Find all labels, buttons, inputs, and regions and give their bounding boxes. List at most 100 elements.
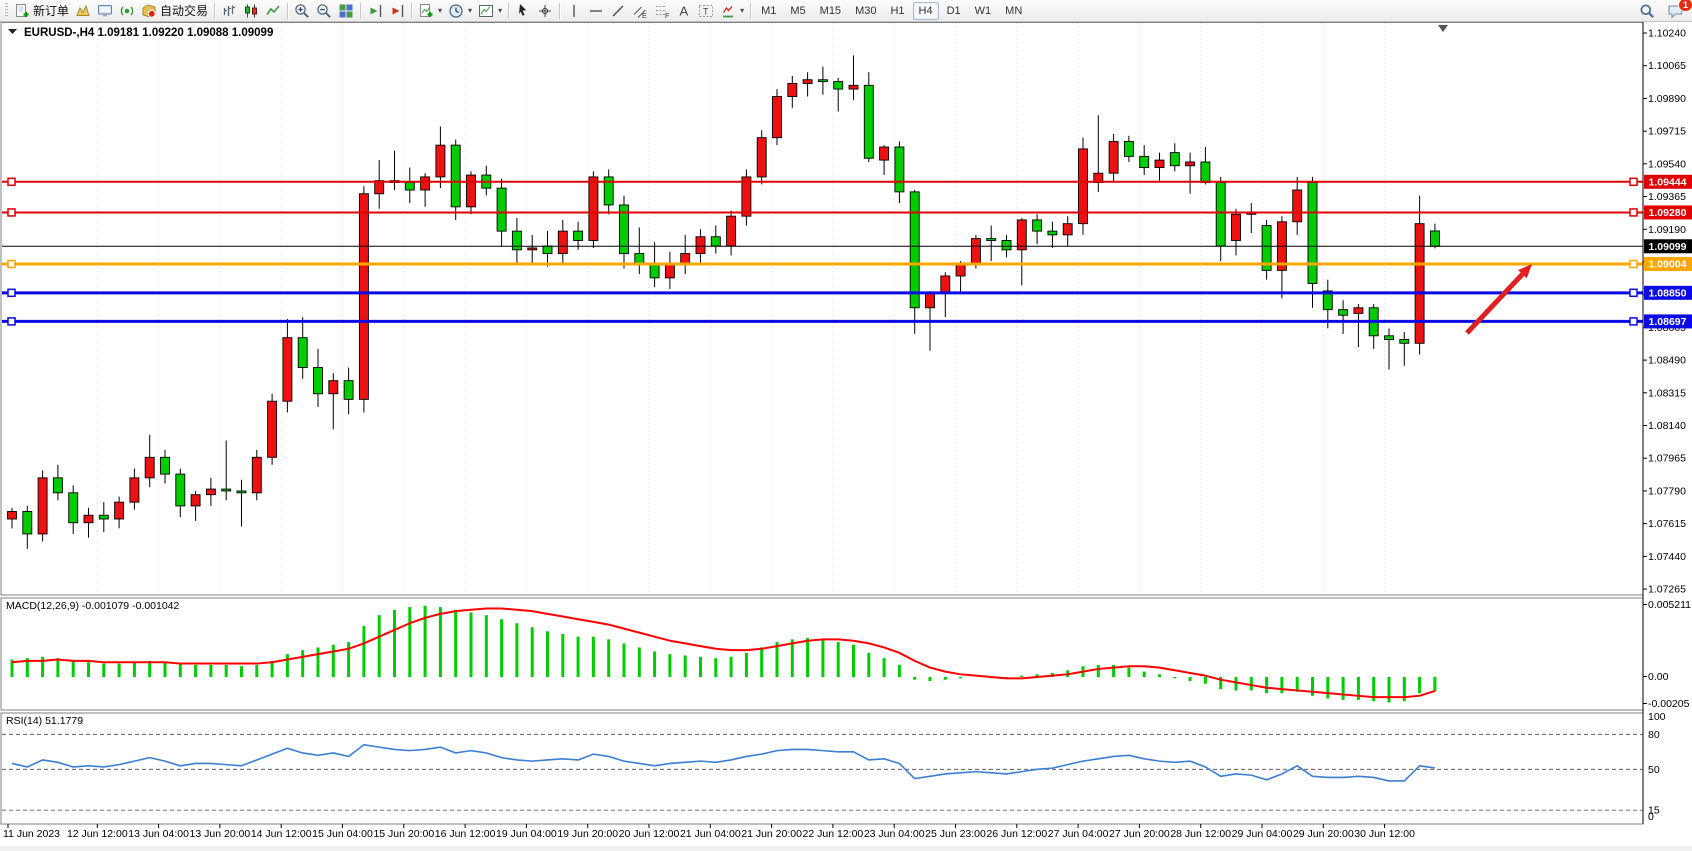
price-tick-label: 1.07265: [1648, 584, 1686, 596]
toolbar-grip: [5, 3, 8, 18]
time-tick-label: 27 Jun 04:00: [1048, 828, 1109, 840]
time-tick-label: 13 Jun 20:00: [190, 828, 251, 840]
toolbar-separator: [214, 2, 216, 19]
time-tick-label: 15 Jun 20:00: [373, 828, 434, 840]
macd-signal-line: [11, 607, 1436, 699]
price-tick-label: 1.07440: [1648, 551, 1686, 563]
price-tick-label: 1.10065: [1648, 60, 1686, 72]
new-order-button[interactable]: 新订单: [11, 1, 72, 20]
chart-shift-button[interactable]: [386, 2, 408, 20]
timeframe-m5[interactable]: M5: [790, 4, 806, 17]
timeframe-h1[interactable]: H1: [890, 4, 905, 17]
auto-scroll-button[interactable]: [364, 2, 386, 20]
macd-axis-label: 0.00: [1648, 671, 1669, 683]
toolbar-separator: [360, 2, 362, 19]
macd-panel: MACD(12,26,9) -0.001079 -0.001042 0.00521…: [6, 599, 1691, 710]
new-order-icon: [16, 3, 29, 17]
svg-text:E: E: [642, 13, 647, 19]
vertical-line-button[interactable]: [563, 2, 585, 20]
timeframe-m15[interactable]: M15: [819, 4, 842, 17]
signals-button[interactable]: [116, 2, 138, 20]
channel-icon: E: [633, 6, 647, 19]
templates-icon: [479, 4, 494, 17]
chart-shift-icon: [392, 4, 404, 17]
search-button[interactable]: [1636, 2, 1658, 20]
chart-info: EURUSD-,H4 1.09181 1.09220 1.09088 1.090…: [8, 25, 1448, 39]
timeframe-m1[interactable]: M1: [761, 4, 777, 17]
metaeditor-icon: [98, 4, 113, 16]
price-badge: 1.09004: [1649, 259, 1687, 271]
new-order-button-label: 新订单: [33, 4, 70, 18]
chevron-down-icon: ▾: [468, 6, 473, 15]
trendline-button[interactable]: [607, 2, 629, 20]
level-handle: [1629, 177, 1638, 187]
crosshair-button[interactable]: [534, 2, 556, 20]
time-tick-label: 14 Jun 12:00: [251, 828, 312, 840]
rsi-panel: RSI(14) 51.1779 100 80 50 150: [2, 711, 1666, 823]
macd-axis-label: 0.005211: [1648, 599, 1691, 611]
profiles-button[interactable]: [72, 2, 94, 20]
zoom-out-button[interactable]: [313, 2, 335, 20]
price-tick-label: 1.10240: [1648, 28, 1686, 40]
rsi-label: RSI(14) 51.1779: [6, 715, 83, 727]
level-handle: [1629, 259, 1638, 269]
horizontal-line-button[interactable]: [585, 2, 607, 20]
time-tick-label: 21 Jun 04:00: [680, 828, 741, 840]
arrows-button[interactable]: ▾: [717, 2, 747, 20]
auto-scroll-icon: [370, 4, 382, 17]
cursor-button[interactable]: [512, 2, 534, 20]
annotation-arrow: [1465, 264, 1532, 335]
timeframe-w1[interactable]: W1: [974, 4, 992, 17]
price-badge: 1.09444: [1649, 176, 1687, 188]
metaeditor-button[interactable]: [94, 2, 116, 20]
level-handle: [1629, 317, 1638, 326]
price-tick-label: 1.09890: [1648, 93, 1686, 105]
rsi-axis-label: 50: [1648, 764, 1660, 776]
text-label-button[interactable]: T: [695, 2, 717, 20]
line-chart-icon: [266, 4, 280, 15]
price-tick-label: 1.09190: [1648, 224, 1686, 236]
line-chart-button[interactable]: [262, 2, 284, 20]
time-tick-label: 28 Jun 12:00: [1170, 828, 1231, 840]
indicators-icon: [420, 3, 433, 17]
tile-windows-button[interactable]: [335, 2, 357, 20]
chart-shift-marker: [1438, 25, 1448, 32]
time-tick-label: 13 Jun 04:00: [128, 828, 189, 840]
text-label-icon: T: [699, 4, 714, 17]
price-badge: 1.09280: [1649, 207, 1687, 219]
timeframe-h4[interactable]: H4: [912, 1, 939, 20]
periods-icon: [449, 3, 463, 18]
profiles-icon: [76, 4, 90, 16]
notifications-button[interactable]: 1: [1664, 0, 1692, 20]
svg-text:A: A: [680, 3, 689, 18]
notification-badge: 1: [1677, 0, 1692, 12]
time-tick-label: 21 Jun 20:00: [741, 828, 802, 840]
signals-icon: [120, 6, 134, 15]
symbol-ohlc-label: EURUSD-,H4 1.09181 1.09220 1.09088 1.090…: [24, 27, 273, 39]
price-tick-label: 1.09540: [1648, 158, 1686, 170]
candle-chart-button[interactable]: [240, 2, 262, 20]
chart-window[interactable]: 1.10240 1.10065 1.09890 1.09715 1.09540 1.093…: [0, 22, 1692, 846]
channel-button[interactable]: E: [629, 2, 651, 20]
periods-button[interactable]: ▾: [445, 2, 475, 20]
time-tick-label: 27 Jun 20:00: [1109, 828, 1170, 840]
svg-text:F: F: [665, 13, 669, 19]
rsi-axis-label: 0: [1648, 811, 1654, 823]
templates-button[interactable]: ▾: [475, 2, 505, 20]
toolbar-right-group: 1: [1636, 0, 1692, 20]
level-handle: [7, 317, 16, 326]
fibonacci-button[interactable]: F: [651, 2, 673, 20]
auto-trading-button[interactable]: 自动交易: [138, 1, 211, 20]
chart-canvas[interactable]: 1.10240 1.10065 1.09890 1.09715 1.09540 1.093…: [0, 22, 1692, 846]
time-tick-label: 25 Jun 23:00: [925, 828, 986, 840]
timeframe-mn[interactable]: MN: [1005, 4, 1023, 17]
time-tick-label: 26 Jun 12:00: [986, 828, 1047, 840]
timeframe-d1[interactable]: D1: [946, 4, 961, 17]
zoom-in-button[interactable]: [291, 2, 313, 20]
timeframe-m30[interactable]: M30: [855, 4, 877, 17]
bar-chart-button[interactable]: [218, 2, 240, 20]
text-button[interactable]: A: [673, 2, 695, 20]
indicators-button[interactable]: ▾: [415, 2, 445, 20]
time-tick-label: 23 Jun 04:00: [864, 828, 925, 840]
